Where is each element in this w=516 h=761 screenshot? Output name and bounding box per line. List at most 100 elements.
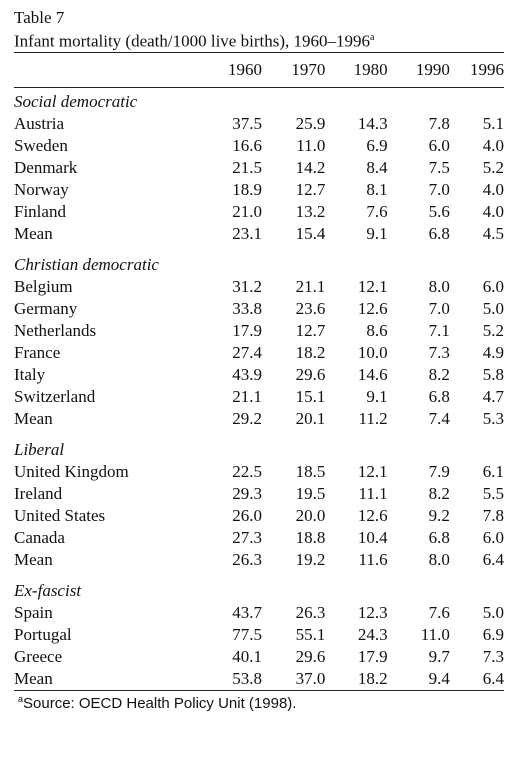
group-name: Christian democratic [14, 255, 159, 274]
group-header-row: Liberal [14, 436, 504, 461]
value-cell: 6.8 [428, 224, 450, 243]
table-row: Canada 27.3 18.8 10.4 6.8 6.0 [14, 527, 504, 549]
table-row: Netherlands 17.9 12.7 8.6 7.1 5.2 [14, 320, 504, 342]
value-cell: 4.0 [482, 202, 504, 221]
value-cell: 12.1 [357, 277, 388, 296]
value-cell: 7.0 [428, 180, 450, 199]
value-cell: 55.1 [295, 625, 326, 644]
table-row: Austria 37.5 25.9 14.3 7.8 5.1 [14, 113, 504, 135]
table-row: Finland 21.0 13.2 7.6 5.6 4.0 [14, 201, 504, 223]
value-cell: 6.1 [482, 462, 504, 481]
value-cell: 17.9 [357, 647, 388, 666]
value-cell: 7.4 [428, 409, 450, 428]
value-cell: 11.0 [420, 625, 450, 644]
value-cell: 5.0 [482, 603, 504, 622]
value-cell: 6.4 [482, 550, 504, 569]
header-rule [14, 87, 504, 88]
table-row: Norway 18.9 12.7 8.1 7.0 4.0 [14, 179, 504, 201]
value-cell: 5.0 [482, 299, 504, 318]
value-cell: 37.5 [232, 114, 263, 133]
header-country [14, 53, 206, 88]
value-cell: 12.6 [357, 506, 388, 525]
value-cell: 9.4 [428, 669, 450, 688]
bottom-rule [14, 690, 504, 691]
country-cell: Belgium [14, 277, 73, 296]
table-row: Belgium 31.2 21.1 12.1 8.0 6.0 [14, 276, 504, 298]
value-cell: 7.6 [366, 202, 388, 221]
value-cell: 6.9 [482, 625, 504, 644]
value-cell: 26.3 [295, 603, 326, 622]
value-cell: 29.2 [232, 409, 263, 428]
country-cell: Sweden [14, 136, 68, 155]
table-row: Spain 43.7 26.3 12.3 7.6 5.0 [14, 602, 504, 624]
value-cell: 19.5 [295, 484, 326, 503]
value-cell: 21.0 [232, 202, 263, 221]
value-cell: 8.1 [366, 180, 388, 199]
value-cell: 7.3 [482, 647, 504, 666]
country-cell: Ireland [14, 484, 63, 503]
value-cell: 77.5 [232, 625, 263, 644]
value-cell: 26.0 [232, 506, 263, 525]
table-container: Table 7 Infant mortality (death/1000 liv… [14, 8, 504, 712]
value-cell: 21.1 [232, 387, 263, 406]
value-cell: 23.6 [295, 299, 326, 318]
value-cell: 29.6 [295, 647, 326, 666]
value-cell: 15.4 [295, 224, 326, 243]
footnote: aSource: OECD Health Policy Unit (1998). [18, 694, 504, 712]
value-cell: 25.9 [295, 114, 326, 133]
value-cell: 14.2 [295, 158, 326, 177]
table-body: Social democratic Austria 37.5 25.9 14.3 7.8 5… [14, 87, 504, 691]
value-cell: 20.1 [295, 409, 326, 428]
value-cell: 7.9 [428, 462, 450, 481]
value-cell: 7.6 [428, 603, 450, 622]
value-cell: 9.2 [428, 506, 450, 525]
value-cell: 21.5 [232, 158, 263, 177]
value-cell: 6.9 [366, 136, 388, 155]
value-cell: 5.8 [482, 365, 504, 384]
value-cell: 18.2 [295, 343, 326, 362]
country-cell: France [14, 343, 61, 362]
group-name: Social democratic [14, 92, 138, 111]
group-name: Ex-fascist [14, 581, 82, 600]
value-cell: 18.2 [357, 669, 388, 688]
value-cell: 4.9 [482, 343, 504, 362]
value-cell: 7.5 [428, 158, 450, 177]
country-cell: Mean [14, 224, 53, 243]
value-cell: 6.0 [482, 277, 504, 296]
value-cell: 43.9 [232, 365, 263, 384]
header-row: 1960 1970 1980 1990 1996 [14, 53, 504, 88]
table-caption: Infant mortality (death/1000 live births… [14, 28, 504, 52]
value-cell: 11.6 [358, 550, 388, 569]
value-cell: 29.6 [295, 365, 326, 384]
value-cell: 6.8 [428, 387, 450, 406]
value-cell: 5.2 [482, 321, 504, 340]
country-cell: Mean [14, 409, 53, 428]
value-cell: 4.0 [482, 180, 504, 199]
value-cell: 7.0 [428, 299, 450, 318]
value-cell: 12.7 [295, 180, 326, 199]
table-row: Germany 33.8 23.6 12.6 7.0 5.0 [14, 298, 504, 320]
header-year: 1970 [291, 60, 326, 79]
value-cell: 43.7 [232, 603, 263, 622]
header-year: 1990 [415, 60, 450, 79]
table-row: Mean 26.3 19.2 11.6 8.0 6.4 [14, 549, 504, 571]
value-cell: 6.0 [482, 528, 504, 547]
value-cell: 12.1 [357, 462, 388, 481]
group-name: Liberal [14, 440, 65, 459]
country-cell: Germany [14, 299, 78, 318]
value-cell: 11.1 [358, 484, 388, 503]
value-cell: 7.8 [482, 506, 504, 525]
table-row: Sweden 16.6 11.0 6.9 6.0 4.0 [14, 135, 504, 157]
value-cell: 8.2 [428, 365, 450, 384]
table-row: Ireland 29.3 19.5 11.1 8.2 5.5 [14, 483, 504, 505]
country-cell: Finland [14, 202, 66, 221]
value-cell: 26.3 [232, 550, 263, 569]
value-cell: 24.3 [357, 625, 388, 644]
table-label: Table 7 [14, 8, 65, 27]
value-cell: 18.9 [232, 180, 263, 199]
value-cell: 5.1 [482, 114, 504, 133]
value-cell: 12.6 [357, 299, 388, 318]
value-cell: 8.2 [428, 484, 450, 503]
value-cell: 9.1 [366, 224, 388, 243]
country-cell: United States [14, 506, 106, 525]
